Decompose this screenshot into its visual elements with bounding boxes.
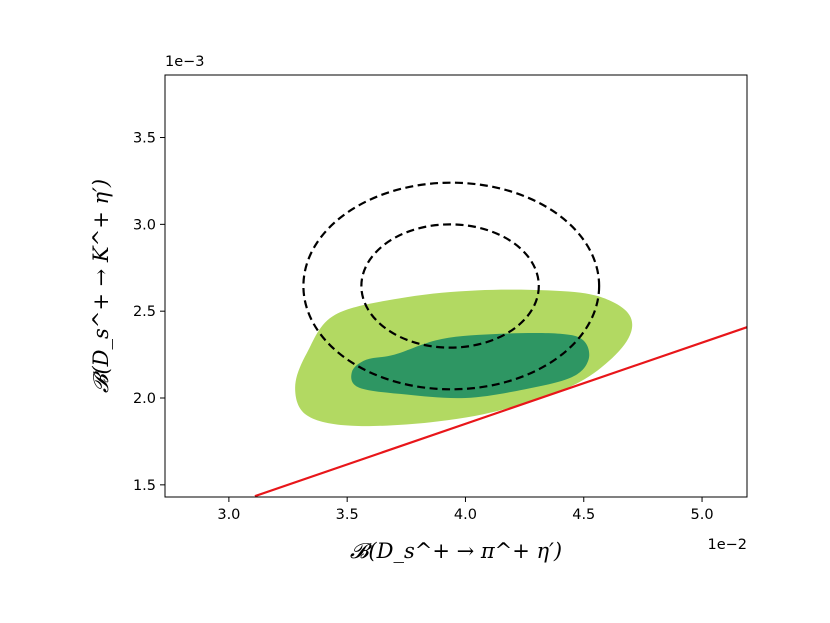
y-tick-label: 3.0 — [133, 217, 156, 233]
axes-frame — [164, 74, 748, 498]
x-tick-label: 3.5 — [336, 507, 359, 523]
x-offset-label: 1e−2 — [707, 537, 747, 553]
x-axis-label: 𝓑(D_s^+ → π^+ η′) — [350, 539, 562, 563]
x-tick-label: 4.0 — [454, 507, 477, 523]
x-tick-label: 4.5 — [572, 507, 595, 523]
y-tick-label: 2.5 — [133, 304, 156, 320]
constraint-line — [254, 326, 747, 497]
y-axis-label: 𝓑(D_s^+ → K^+ η′) — [89, 179, 113, 393]
contour-inner-fill — [351, 332, 590, 399]
y-tick-label: 3.5 — [133, 131, 156, 147]
x-tick-label: 5.0 — [691, 507, 714, 523]
y-tick-label: 1.5 — [133, 478, 156, 494]
dashed-contour-outer — [302, 181, 601, 391]
dashed-contour-inner — [360, 223, 540, 349]
x-tick-label: 3.0 — [217, 507, 240, 523]
plot-area — [254, 181, 747, 497]
y-axis: 1.5 2.0 2.5 3.0 3.5 — [133, 131, 165, 494]
x-axis: 3.0 3.5 4.0 4.5 5.0 — [217, 497, 714, 523]
y-tick-label: 2.0 — [133, 391, 156, 407]
y-offset-label: 1e−3 — [165, 54, 205, 70]
